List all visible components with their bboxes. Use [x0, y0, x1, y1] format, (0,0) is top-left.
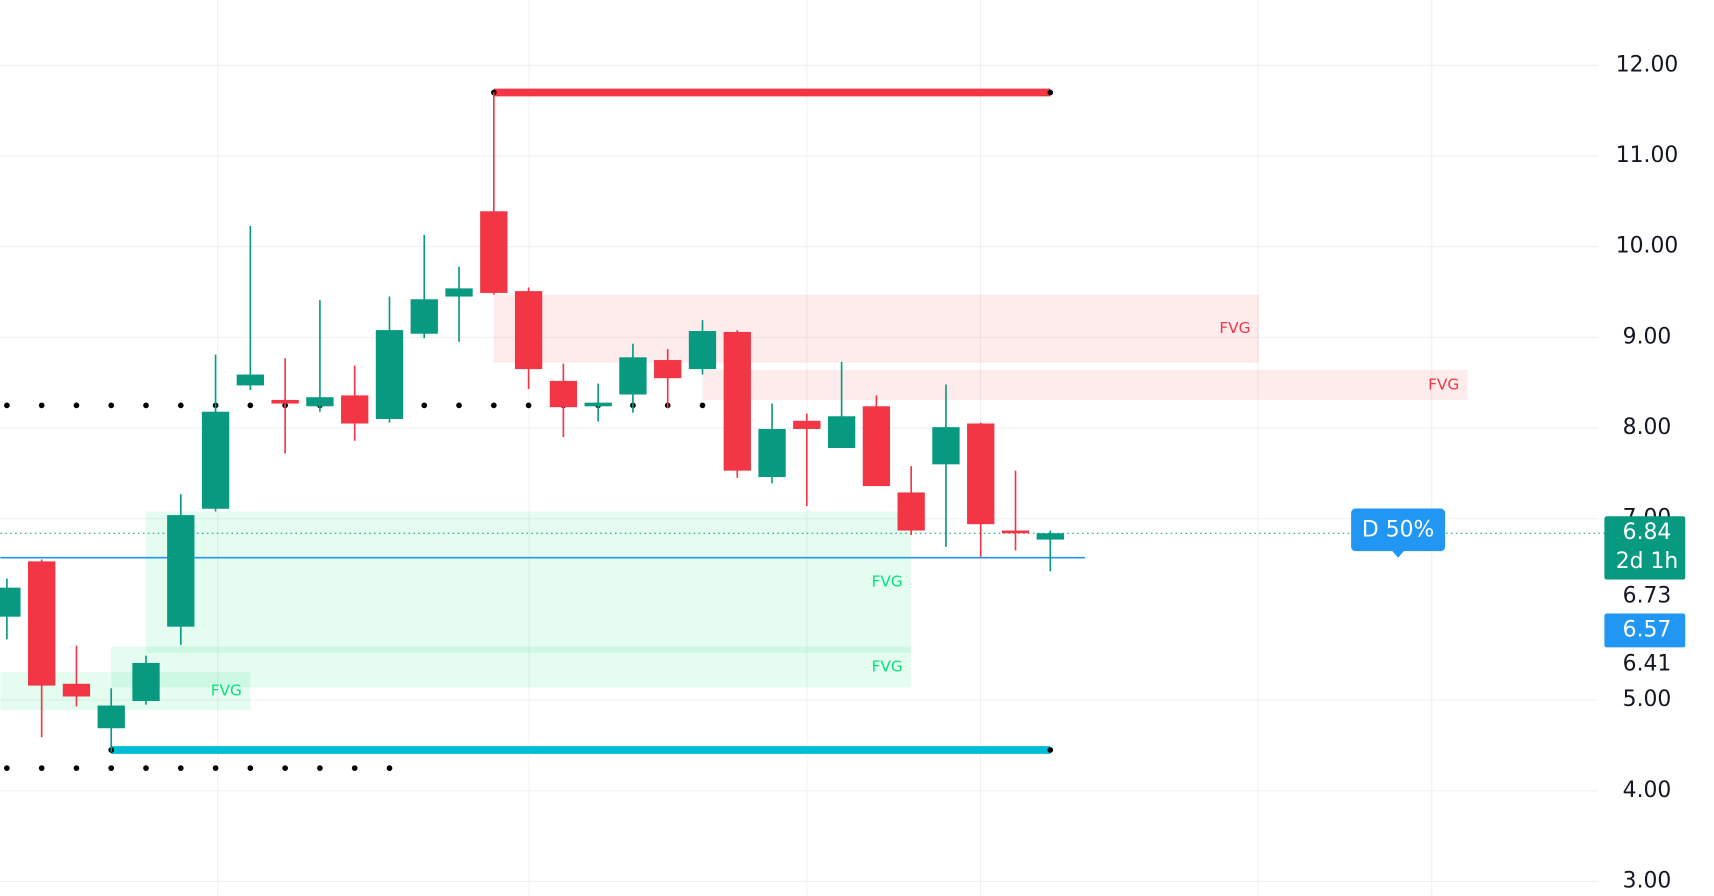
- candle-body: [236, 374, 265, 386]
- annotation-pointer: [1391, 550, 1405, 558]
- candle-body: [445, 288, 473, 297]
- price-label: 6.84: [1623, 520, 1672, 545]
- price-label: 6.41: [1623, 651, 1672, 676]
- level-dot: [73, 765, 80, 771]
- level-dot: [38, 765, 45, 771]
- level-dot: [177, 765, 184, 771]
- candle-body: [341, 395, 369, 424]
- candle-body: [549, 380, 578, 408]
- annotation-box: [1351, 508, 1446, 552]
- price-label-sub: 2d 1h: [1616, 549, 1678, 574]
- candle-body: [132, 662, 160, 702]
- annotation-text: D 50%: [1362, 517, 1434, 542]
- candle-body: [1036, 533, 1064, 540]
- level-dot: [317, 765, 323, 771]
- candle-body: [410, 299, 438, 334]
- level-dot: [4, 765, 10, 771]
- y-tick-label: 8.00: [1623, 415, 1672, 440]
- level-dot: [247, 765, 254, 771]
- level-dot: [247, 402, 254, 409]
- level-end: [1047, 89, 1054, 96]
- level-dot: [699, 402, 706, 409]
- candle-body: [167, 515, 195, 627]
- level-dot: [73, 402, 80, 409]
- candle-body: [897, 492, 925, 531]
- level-dot: [490, 402, 497, 409]
- price-label-bg: [1604, 647, 1686, 682]
- level-dot: [38, 402, 45, 409]
- level-dot: [4, 402, 10, 409]
- level-dot: [282, 765, 288, 771]
- fvg-label: FVG: [1219, 319, 1250, 337]
- level-dot: [351, 765, 358, 771]
- candle-body: [932, 427, 960, 465]
- candle-body: [793, 420, 821, 429]
- level-end: [1047, 747, 1054, 753]
- candle-body: [201, 411, 230, 509]
- candle-body: [723, 331, 751, 471]
- fvg-zone: [146, 511, 912, 653]
- level-dot: [421, 402, 428, 409]
- level-dot: [212, 765, 219, 771]
- candle-body: [514, 291, 543, 370]
- price-label: 6.57: [1623, 617, 1672, 642]
- level-dot: [386, 765, 393, 771]
- candle-body: [62, 683, 91, 697]
- level-dot: [177, 402, 184, 409]
- price-label-box: [1604, 516, 1686, 580]
- y-tick-label: 3.00: [1623, 868, 1672, 893]
- price-label-box: [1604, 613, 1686, 648]
- candle-body: [271, 399, 299, 404]
- fvg-label: FVG: [872, 658, 903, 676]
- candle-body: [375, 330, 404, 419]
- fvg-label: FVG: [211, 682, 242, 700]
- level-dot: [143, 402, 149, 409]
- candle-body: [0, 587, 21, 617]
- fvg-zone: [702, 370, 1468, 400]
- candle-body: [1001, 530, 1030, 534]
- level-dot: [108, 402, 115, 409]
- candle-body: [97, 705, 125, 729]
- candle-body: [862, 406, 891, 487]
- fvg-zone: [111, 646, 912, 688]
- fvg-zone: [493, 294, 1259, 363]
- candle-body: [480, 211, 508, 293]
- candle-body: [306, 397, 334, 407]
- level-dot: [143, 765, 149, 771]
- candle-body: [654, 360, 682, 379]
- fvg-label: FVG: [1428, 375, 1459, 393]
- candle-body: [758, 428, 786, 478]
- candle-body: [28, 561, 56, 686]
- price-label-bg: [1604, 579, 1686, 614]
- level-dot: [108, 765, 115, 771]
- fvg-label: FVG: [872, 573, 903, 591]
- y-tick-label: 10.00: [1616, 234, 1679, 259]
- candle-body: [584, 402, 612, 407]
- candle-body: [619, 357, 647, 395]
- y-tick-label: 5.00: [1623, 687, 1672, 712]
- level-dot: [525, 402, 532, 409]
- time-grid: [217, 0, 1433, 896]
- level-dot: [456, 402, 462, 409]
- y-tick-label: 4.00: [1623, 778, 1672, 803]
- candle-body: [688, 331, 717, 370]
- price-label: 6.73: [1623, 584, 1672, 609]
- candle-body: [827, 416, 856, 448]
- candle-body: [967, 423, 995, 525]
- y-tick-label: 12.00: [1616, 52, 1679, 77]
- y-tick-label: 9.00: [1623, 324, 1672, 349]
- y-tick-label: 11.00: [1616, 143, 1679, 168]
